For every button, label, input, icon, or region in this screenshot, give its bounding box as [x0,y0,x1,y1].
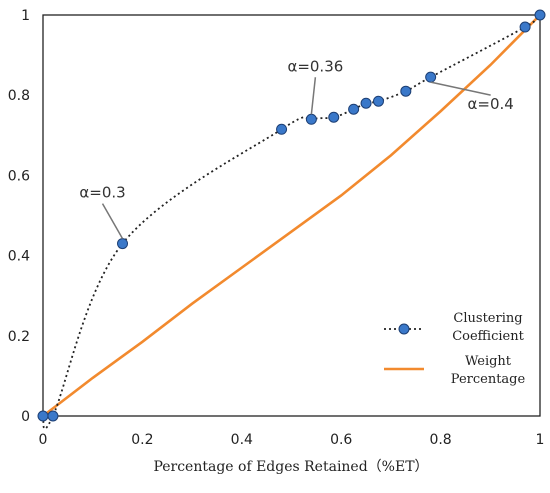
legend-cc-label-2: Coefficient [452,329,524,344]
y-tick-label: 0 [21,409,30,425]
legend-cc-label-1: Clustering [453,311,522,326]
clustering-coefficient-point [425,71,437,83]
legend-weight-label-1: Weight [465,354,512,369]
plot-frame [42,14,541,417]
x-tick-label: 1 [536,432,545,448]
x-tick-label: 0.8 [429,432,451,448]
clustering-coefficient-point [348,103,360,115]
annotation-label: α=0.4 [468,95,514,113]
clustering-coefficient-point [276,123,288,135]
y-tick-label: 0.6 [8,168,30,184]
clustering-coefficient-markers [37,9,546,422]
y-tick-label: 1 [21,8,30,24]
x-axis-title: Percentage of Edges Retained（%ET） [153,459,428,475]
y-tick-label: 0.2 [8,329,30,345]
clustering-coefficient-point [534,9,546,21]
x-tick-label: 0 [39,432,48,448]
clustering-coefficient-point [519,21,531,33]
clustering-coefficient-point [305,113,317,125]
clustering-coefficient-point [400,85,412,97]
clustering-coefficient-point [37,410,49,422]
clustering-coefficient-point [47,410,59,422]
x-tick-label: 0.2 [131,432,153,448]
clustering-coefficient-point [328,111,340,123]
y-tick-label: 0.4 [8,249,30,265]
annotation-label: α=0.3 [79,184,125,202]
annotation-leader [310,77,317,115]
annotation-leader [101,203,124,239]
clustering-coefficient-point [360,97,372,109]
annotation-leader [430,81,491,96]
legend: Clustering Coefficient Weight Percentage [384,311,526,387]
x-tick-label: 0.6 [330,432,352,448]
y-tick-label: 0.8 [8,88,30,104]
annotations: α=0.3 α=0.36 α=0.4 [79,57,514,239]
annotation-label: α=0.36 [287,57,343,75]
axis-ticks: 0 0.2 0.4 0.6 0.8 1 0 0.2 0.4 0.6 0.8 1 [8,8,545,448]
clustering-coefficient-point [372,95,384,107]
legend-weight-label-2: Percentage [451,372,526,387]
clustering-coefficient-point [117,238,129,250]
x-tick-label: 0.4 [231,432,253,448]
legend-cc-marker [398,323,410,335]
weight-percentage-line [42,14,541,418]
